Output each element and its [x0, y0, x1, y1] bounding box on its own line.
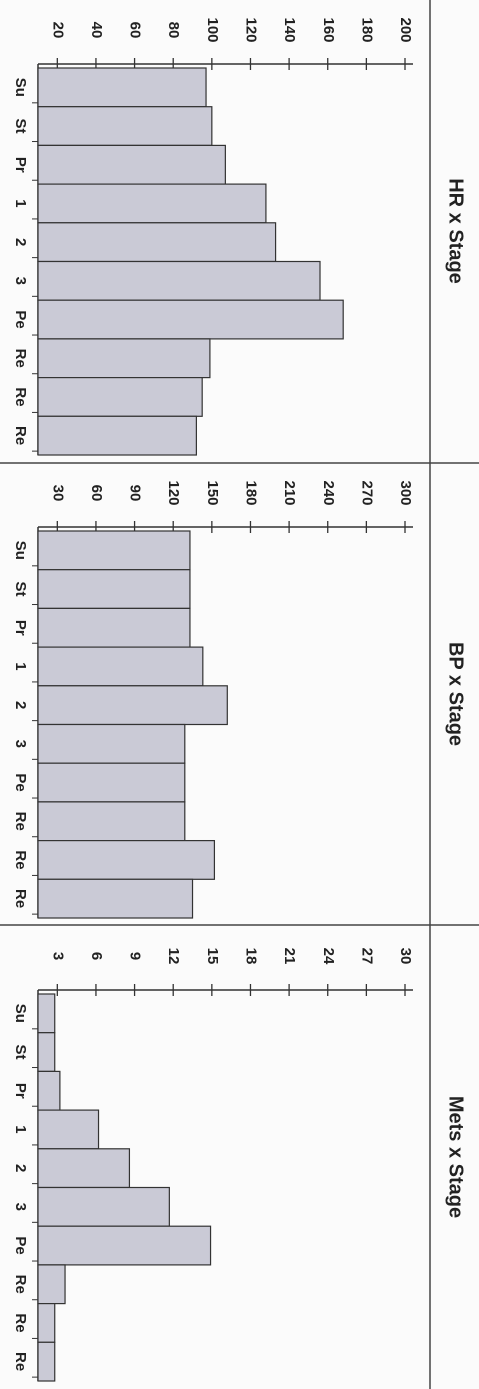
- x-tick-label: Re: [12, 812, 29, 831]
- y-tick-label: 100: [204, 17, 221, 42]
- bar: [37, 1225, 212, 1266]
- bar: [37, 530, 191, 571]
- x-tick-label: 2: [12, 1164, 29, 1172]
- bar: [37, 569, 191, 610]
- bar: [37, 1032, 56, 1072]
- y-tick-label: 21: [281, 948, 298, 965]
- y-tick-label: 6: [88, 952, 105, 960]
- x-tick-label: Re: [12, 1275, 29, 1294]
- x-tick-label: Re: [12, 1352, 29, 1371]
- x-tick-label: St: [12, 1045, 29, 1060]
- y-tick-label: 27: [358, 948, 375, 965]
- bar: [37, 646, 204, 687]
- y-tick-label: 150: [204, 480, 221, 505]
- bar: [37, 801, 186, 842]
- x-tick-label: Re: [12, 426, 29, 445]
- y-tick-label: 30: [49, 485, 66, 502]
- x-tick-label: Su: [12, 541, 29, 560]
- y-tick-label: 9: [127, 952, 144, 960]
- x-tick-label: Su: [12, 78, 29, 97]
- x-tick-label: 1: [12, 199, 29, 207]
- bar: [37, 878, 194, 919]
- x-tick-label: Pe: [12, 1236, 29, 1254]
- bar: [37, 106, 213, 146]
- chart-title: BP x Stage: [445, 642, 467, 746]
- bar: [37, 839, 216, 880]
- x-tick-label: 2: [12, 701, 29, 709]
- x-tick-label: 3: [12, 277, 29, 285]
- bar: [37, 993, 56, 1034]
- y-tick-label: 270: [358, 480, 375, 505]
- bar: [37, 723, 186, 764]
- bar: [37, 1148, 131, 1189]
- y-tick-label: 15: [204, 948, 221, 965]
- bar: [37, 338, 211, 379]
- y-tick-label: 80: [165, 22, 182, 39]
- y-tick-label: 180: [358, 17, 375, 42]
- y-tick-label: 210: [281, 480, 298, 505]
- y-tick-label: 200: [397, 17, 414, 42]
- x-tick-label: Re: [12, 349, 29, 368]
- bar: [37, 67, 207, 108]
- x-tick-label: Re: [12, 387, 29, 406]
- bar: [37, 183, 267, 224]
- x-tick-label: 1: [12, 1125, 29, 1133]
- x-tick-label: Pe: [12, 773, 29, 791]
- bar: [37, 607, 191, 648]
- bar: [37, 685, 228, 726]
- x-tick-label: Pe: [12, 310, 29, 328]
- x-tick-label: Pr: [12, 620, 29, 636]
- bar: [37, 1264, 66, 1305]
- x-tick-label: Pr: [12, 157, 29, 173]
- y-tick-label: 180: [243, 480, 260, 505]
- y-tick-label: 300: [397, 480, 414, 505]
- y-tick-label: 60: [88, 485, 105, 502]
- x-tick-label: St: [12, 582, 29, 597]
- x-tick-label: 3: [12, 1203, 29, 1211]
- x-tick-label: 2: [12, 238, 29, 246]
- x-tick-label: Re: [12, 1313, 29, 1332]
- chart-title: HR x Stage: [445, 178, 467, 284]
- y-tick-label: 3: [49, 952, 66, 960]
- bar: [37, 1186, 170, 1227]
- bar: [37, 260, 321, 301]
- y-tick-label: 20: [49, 22, 66, 39]
- y-tick-label: 160: [320, 17, 337, 42]
- bar: [37, 222, 277, 263]
- bar: [37, 144, 226, 185]
- y-tick-label: 60: [127, 22, 144, 39]
- bar: [37, 1109, 100, 1150]
- chart-title: Mets x Stage: [445, 1096, 467, 1218]
- bar: [37, 1341, 56, 1382]
- x-tick-label: 3: [12, 740, 29, 748]
- bar: [37, 415, 197, 456]
- y-tick-label: 90: [127, 485, 144, 502]
- y-tick-label: 120: [165, 480, 182, 505]
- x-tick-label: Re: [12, 889, 29, 908]
- y-tick-label: 18: [243, 948, 260, 965]
- bar: [37, 1070, 61, 1111]
- x-tick-label: Su: [12, 1004, 29, 1023]
- y-tick-label: 240: [320, 480, 337, 505]
- bar: [37, 762, 186, 803]
- x-tick-label: 1: [12, 662, 29, 670]
- y-tick-label: 12: [165, 948, 182, 965]
- bar: [37, 1302, 56, 1343]
- bar: [37, 299, 344, 340]
- x-tick-label: Re: [12, 850, 29, 869]
- y-tick-label: 120: [243, 17, 260, 42]
- y-tick-label: 40: [88, 22, 105, 39]
- x-tick-label: St: [12, 119, 29, 134]
- y-tick-label: 24: [320, 948, 337, 965]
- y-tick-label: 30: [397, 948, 414, 965]
- y-tick-label: 140: [281, 17, 298, 42]
- x-tick-label: Pr: [12, 1083, 29, 1099]
- bar: [37, 377, 203, 417]
